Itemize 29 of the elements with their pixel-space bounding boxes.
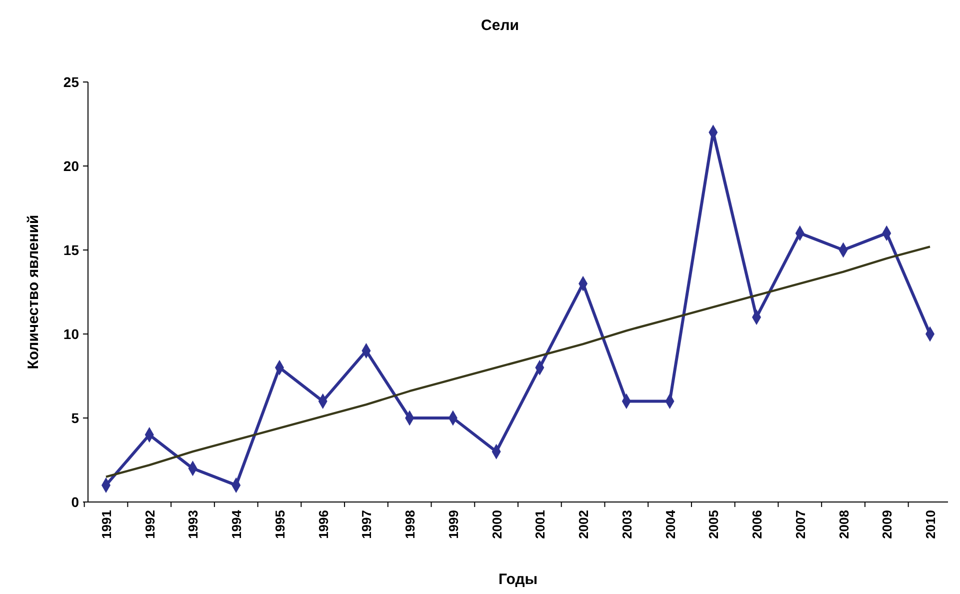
x-tick-label: 2005 [706,510,722,539]
x-tick-label: 2003 [619,510,634,539]
x-tick-label: 2000 [489,510,504,539]
x-tick-label: 2004 [662,509,678,539]
x-tick-label: 1994 [229,509,244,539]
x-tick-label: 1996 [316,510,331,539]
chart-title: Сели [481,17,519,34]
x-tick-label: 1998 [402,510,418,539]
y-tick-label: 25 [63,74,80,90]
y-tick-label: 5 [71,410,80,426]
y-tick-label: 10 [63,326,80,342]
x-tick-label: 2009 [880,510,895,539]
y-tick-label: 20 [63,158,80,174]
x-tick-label: 1992 [142,510,158,539]
x-axis-title: Годы [498,571,538,588]
x-tick-label: 1999 [446,510,461,539]
x-tick-label: 1995 [272,510,288,539]
x-tick-label: 1991 [99,510,114,539]
x-tick-label: 2002 [576,510,592,539]
x-tick-label: 2008 [836,510,852,539]
x-tick-label: 2007 [792,510,808,539]
x-tick-label: 2001 [532,510,548,539]
x-tick-label: 2006 [750,510,765,539]
x-tick-label: 2010 [923,510,938,539]
x-tick-label: 1997 [359,510,374,539]
y-axis-title: Количество явлений [25,214,42,370]
y-tick-label: 0 [71,494,80,510]
y-tick-label: 15 [63,242,80,258]
x-tick-label: 1993 [186,510,201,539]
